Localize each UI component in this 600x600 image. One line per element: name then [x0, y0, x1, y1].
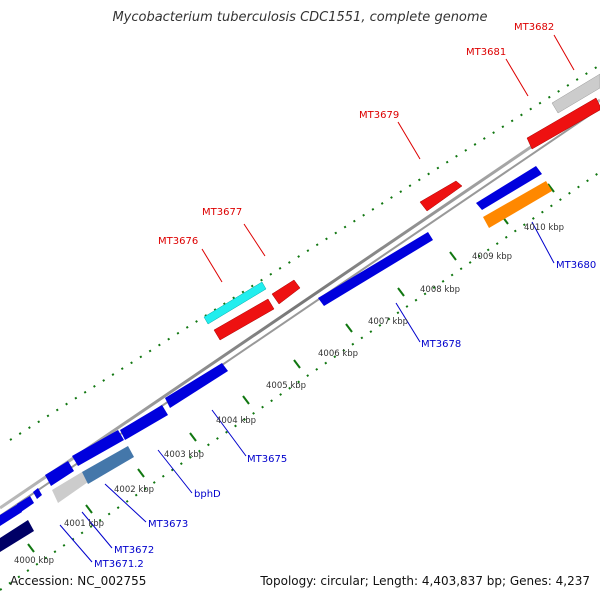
gene-left-2 — [17, 496, 34, 512]
gene-mt3680 — [483, 181, 552, 228]
svg-text:4001 kbp: 4001 kbp — [64, 519, 104, 529]
svg-text:4008 kbp: 4008 kbp — [420, 285, 460, 295]
gene-mt3676 — [203, 281, 267, 325]
gene-mt3677 — [271, 279, 301, 305]
inner-tick-guide — [0, 171, 600, 591]
svg-text:MT3682: MT3682 — [514, 22, 554, 33]
svg-text:4010 kbp: 4010 kbp — [524, 223, 564, 233]
gene-mt3678 — [318, 232, 433, 306]
svg-text:4007 kbp: 4007 kbp — [368, 317, 408, 327]
gene-left-6 — [120, 405, 168, 440]
gene-left-3 — [33, 488, 42, 499]
gene-mt3672 — [52, 472, 88, 503]
gene-left-7 — [165, 363, 228, 408]
tick-labels: 4000 kbp 4001 kbp 4002 kbp 4003 kbp 4004… — [14, 223, 564, 566]
svg-text:4004 kbp: 4004 kbp — [216, 416, 256, 426]
svg-text:4000 kbp: 4000 kbp — [14, 556, 54, 566]
gene-mt3680a — [476, 166, 542, 210]
gene-left-1 — [0, 504, 22, 526]
gene-mt3682 — [551, 73, 600, 114]
svg-text:MT3676: MT3676 — [158, 236, 198, 247]
svg-text:MT3680: MT3680 — [556, 260, 596, 271]
backbone-outer — [0, 98, 600, 510]
forward-gene-labels: MT3676 MT3677 MT3679 MT3681 MT3682 — [158, 22, 554, 247]
forward-genes — [203, 73, 600, 341]
reverse-gene-labels: MT3671.2 MT3672 MT3673 bphD MT3675 MT367… — [94, 260, 596, 570]
map-title: Mycobacterium tuberculosis CDC1551, comp… — [112, 10, 488, 25]
svg-text:4006 kbp: 4006 kbp — [318, 349, 358, 359]
gene-left-4 — [45, 461, 74, 486]
svg-text:MT3681: MT3681 — [466, 47, 506, 58]
svg-text:4005 kbp: 4005 kbp — [266, 381, 306, 391]
gene-mt3673 — [82, 446, 134, 484]
svg-text:4003 kbp: 4003 kbp — [164, 450, 204, 460]
svg-text:4002 kbp: 4002 kbp — [114, 485, 154, 495]
accession-label: Accession: NC_002755 — [10, 574, 147, 588]
gene-mt3671 — [0, 520, 34, 552]
major-ticks — [27, 183, 555, 553]
gene-mt3681 — [526, 97, 600, 150]
svg-text:MT3679: MT3679 — [359, 110, 399, 121]
svg-text:MT3677: MT3677 — [202, 207, 242, 218]
leader-lines — [59, 34, 575, 563]
svg-text:MT3678: MT3678 — [421, 339, 461, 350]
reverse-genes — [0, 166, 552, 552]
svg-text:MT3671.2: MT3671.2 — [94, 559, 144, 570]
svg-text:4009 kbp: 4009 kbp — [472, 252, 512, 262]
topology-label: Topology: circular; Length: 4,403,837 bp… — [260, 574, 590, 588]
svg-text:MT3675: MT3675 — [247, 454, 287, 465]
svg-text:MT3673: MT3673 — [148, 519, 188, 530]
gene-mt3676b — [213, 298, 275, 341]
gene-mt3679 — [419, 180, 463, 212]
gene-left-5 — [72, 430, 124, 466]
svg-text:MT3672: MT3672 — [114, 545, 154, 556]
svg-text:bphD: bphD — [194, 489, 221, 500]
